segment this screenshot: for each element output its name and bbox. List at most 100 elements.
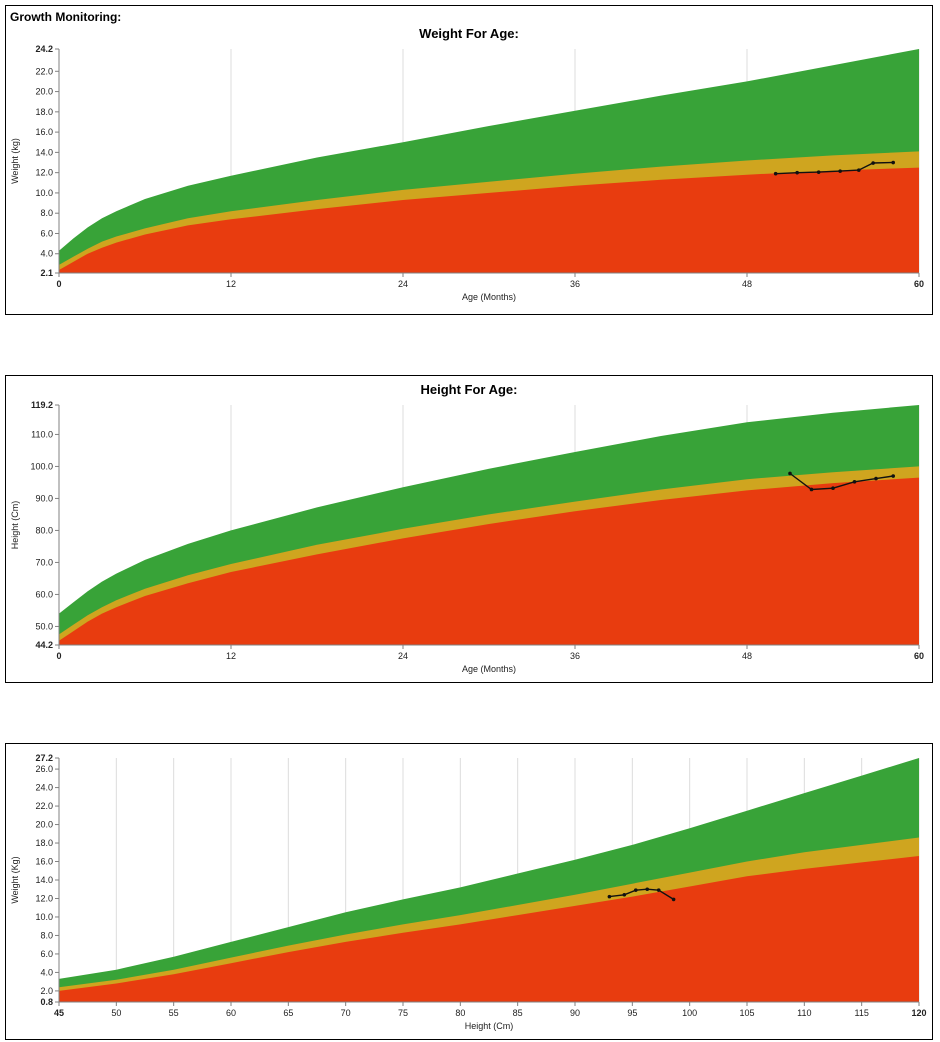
x-tick-label: 48 bbox=[742, 651, 752, 661]
y-tick-label: 18.0 bbox=[35, 107, 53, 117]
y-tick-label: 119.2 bbox=[31, 400, 53, 410]
red-zone-area bbox=[59, 856, 919, 1002]
patient-data-point bbox=[788, 471, 792, 476]
y-tick-label: 60.0 bbox=[35, 589, 53, 599]
y-tick-label: 14.0 bbox=[35, 875, 53, 885]
x-tick-label: 90 bbox=[570, 1008, 580, 1018]
patient-data-point bbox=[857, 168, 861, 172]
height-for-age-chart: 44.2 50.0 60.0 70.0 80.0 90.0 100.0 110.0 119.2 0… bbox=[10, 400, 924, 674]
chart-title-height-for-age: Height For Age: bbox=[420, 382, 518, 397]
y-tick-label: 12.0 bbox=[35, 168, 53, 178]
x-tick-label: 75 bbox=[398, 1008, 408, 1018]
y-tick-label: 4.0 bbox=[40, 967, 53, 977]
x-tick-label: 80 bbox=[455, 1008, 465, 1018]
patient-data-point bbox=[633, 888, 638, 892]
x-tick-label: 55 bbox=[169, 1008, 179, 1018]
y-tick-label: 6.0 bbox=[40, 949, 53, 959]
weight-for-height-panel: 0.8 2.0 4.0 6.0 8.0 10.0 12.0 14.0 16.0 18.0 20.0 2… bbox=[5, 743, 933, 1040]
y-tick-label: 12.0 bbox=[35, 893, 53, 903]
x-axis-label: Age (Months) bbox=[462, 292, 516, 302]
red-zone-area bbox=[59, 167, 919, 273]
weight-for-height-chart: 0.82.0 4.0 6.0 8.0 10.0 12.0 14.0 16.0 18.0 20.0 2… bbox=[10, 753, 927, 1031]
y-tick-label: 50.0 bbox=[35, 621, 53, 631]
y-tick-label: 22.0 bbox=[35, 66, 53, 76]
x-tick-label: 95 bbox=[627, 1008, 637, 1018]
y-tick-label: 44.2 bbox=[35, 640, 53, 650]
y-tick-label: 26.0 bbox=[35, 764, 53, 774]
patient-data-point bbox=[891, 474, 895, 478]
y-tick-label: 10.0 bbox=[35, 188, 53, 198]
patient-data-point bbox=[891, 160, 895, 165]
y-tick-label: 22.0 bbox=[35, 801, 53, 811]
x-tick-label: 60 bbox=[226, 1008, 236, 1018]
x-tick-label: 100 bbox=[682, 1008, 697, 1018]
y-tick-label: 4.0 bbox=[40, 249, 53, 259]
x-tick-label: 120 bbox=[911, 1008, 926, 1018]
x-tick-label: 110 bbox=[797, 1008, 811, 1018]
x-tick-label: 70 bbox=[341, 1008, 351, 1018]
patient-data-point bbox=[809, 487, 814, 492]
patient-data-point bbox=[773, 171, 778, 176]
patient-data-point bbox=[645, 887, 650, 892]
chart-title-weight-for-age: Weight For Age: bbox=[419, 26, 519, 41]
y-tick-label: 110.0 bbox=[31, 429, 53, 439]
patient-data-point bbox=[671, 897, 676, 902]
x-tick-label: 85 bbox=[513, 1008, 523, 1018]
y-tick-label: 24.2 bbox=[35, 44, 53, 54]
x-tick-label: 60 bbox=[914, 279, 924, 289]
x-tick-label: 115 bbox=[854, 1008, 868, 1018]
patient-data-point bbox=[871, 161, 875, 165]
patient-data-point bbox=[656, 888, 661, 892]
y-tick-label: 14.0 bbox=[35, 147, 53, 157]
y-tick-label: 80.0 bbox=[35, 525, 53, 535]
y-axis-label: Weight (kg) bbox=[10, 138, 20, 184]
y-tick-label: 2.0 bbox=[40, 986, 53, 996]
x-tick-label: 36 bbox=[570, 279, 580, 289]
x-tick-label: 12 bbox=[226, 279, 236, 289]
patient-data-point bbox=[831, 486, 835, 490]
x-tick-label: 105 bbox=[739, 1008, 754, 1018]
x-tick-label: 12 bbox=[226, 651, 236, 661]
x-tick-label: 0 bbox=[56, 651, 61, 661]
y-tick-label: 8.0 bbox=[40, 930, 53, 940]
patient-data-point bbox=[852, 480, 857, 484]
y-tick-label: 90.0 bbox=[35, 493, 53, 503]
patient-data-point bbox=[795, 170, 799, 175]
y-tick-label: 70.0 bbox=[35, 557, 53, 567]
weight-for-age-panel: Growth Monitoring: Weight For Age: 2.1 4.… bbox=[5, 5, 933, 315]
y-tick-label: 100.0 bbox=[30, 461, 53, 471]
y-tick-label: 10.0 bbox=[35, 912, 53, 922]
x-tick-label: 36 bbox=[570, 651, 580, 661]
y-tick-label: 16.0 bbox=[35, 127, 53, 137]
y-tick-label: 16.0 bbox=[35, 857, 53, 867]
y-tick-label: 18.0 bbox=[35, 838, 53, 848]
y-tick-label: 20.0 bbox=[35, 87, 53, 97]
y-axis-label: Weight (Kg) bbox=[10, 856, 20, 903]
patient-data-line bbox=[609, 888, 674, 900]
page-title: Growth Monitoring: bbox=[10, 10, 122, 24]
patient-data-point bbox=[622, 892, 627, 897]
patient-data-line bbox=[789, 472, 894, 491]
y-tick-label: 6.0 bbox=[40, 228, 53, 238]
patient-data-point bbox=[816, 170, 821, 174]
y-tick-label: 27.2 bbox=[35, 753, 53, 763]
x-tick-label: 65 bbox=[283, 1008, 293, 1018]
y-tick-label: 24.0 bbox=[35, 783, 53, 793]
x-tick-label: 24 bbox=[398, 651, 408, 661]
patient-data-point bbox=[607, 894, 612, 899]
x-tick-label: 48 bbox=[742, 279, 752, 289]
x-tick-label: 45 bbox=[54, 1008, 64, 1018]
y-tick-label: 0.8 bbox=[40, 997, 53, 1007]
weight-for-age-chart: 2.1 4.0 6.0 8.0 10.0 12.0 14.0 16.0 18.0 20.0 22.0… bbox=[10, 44, 924, 302]
x-tick-label: 0 bbox=[56, 279, 61, 289]
x-axis-label: Age (Months) bbox=[462, 664, 516, 674]
height-for-age-panel: Height For Age: 44.2 50.0 60.0 70.0 80.0 90.0… bbox=[5, 375, 933, 683]
x-tick-label: 24 bbox=[398, 279, 408, 289]
patient-data-point bbox=[874, 476, 878, 481]
y-tick-label: 8.0 bbox=[40, 208, 53, 218]
y-axis-label: Height (Cm) bbox=[10, 501, 20, 550]
red-zone-area bbox=[59, 477, 919, 645]
x-tick-label: 60 bbox=[914, 651, 924, 661]
x-axis-label: Height (Cm) bbox=[465, 1021, 514, 1031]
y-tick-label: 20.0 bbox=[35, 820, 53, 830]
